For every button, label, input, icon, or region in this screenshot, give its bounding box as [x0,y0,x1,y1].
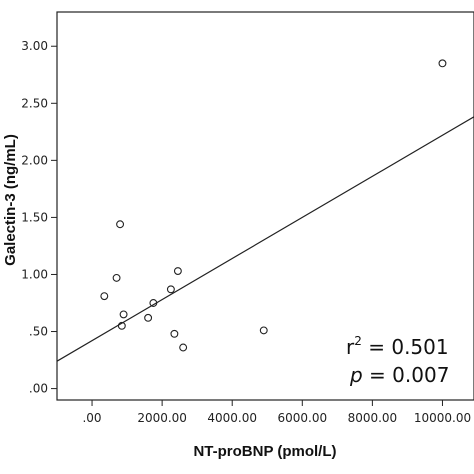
data-point [173,267,182,275]
data-points [100,59,447,352]
data-point [149,299,158,307]
r-squared-text: r2 = 0.501 [346,334,449,359]
data-point [117,321,126,330]
x-axis: .00 2000.00 4000.00 6000.00 8000.00 10000.00 [82,400,471,425]
plot-frame [56,11,474,401]
y-tick-label: .50 [29,325,48,339]
y-tick-label: 1.50 [21,210,48,224]
y-tick-label: .00 [29,382,48,396]
y-tick-label: 3.00 [21,39,48,53]
p-value-text: p = 0.007 [349,363,449,387]
x-tick-label: 4000.00 [207,411,257,425]
x-tick-label: .00 [82,411,101,425]
plot-border [56,11,474,401]
regression-line [56,116,474,362]
data-point [100,292,109,301]
data-point [119,310,128,319]
y-tick-label: 2.00 [21,153,48,167]
r-value: = 0.501 [362,335,449,359]
y-tick-label: 1.00 [21,267,48,281]
x-tick-label: 2000.00 [137,411,187,425]
x-tick-label: 8000.00 [348,411,398,425]
r-exponent: 2 [354,334,362,348]
regression-line-group [56,116,474,362]
x-tick-label: 6000.00 [277,411,327,425]
data-point [166,285,175,294]
data-point [170,329,179,338]
y-tick-label: 2.50 [21,96,48,110]
y-axis: .00 .50 1.00 1.50 2.00 2.50 3.00 [21,39,57,396]
data-point [259,326,268,335]
x-tick-label: 10000.00 [414,411,471,425]
y-axis-title: Galectin-3 (ng/mL) [2,134,19,266]
p-label: p [349,363,363,387]
stats-annotation: r2 = 0.501 p = 0.007 [346,334,449,387]
data-point [144,313,153,322]
data-point [179,343,188,352]
r-label: r [346,335,355,359]
data-point [116,220,125,229]
p-value: = 0.007 [363,363,450,387]
data-point [438,59,447,68]
data-point [112,273,121,282]
x-axis-title: NT-proBNP (pmol/L) [193,443,336,460]
